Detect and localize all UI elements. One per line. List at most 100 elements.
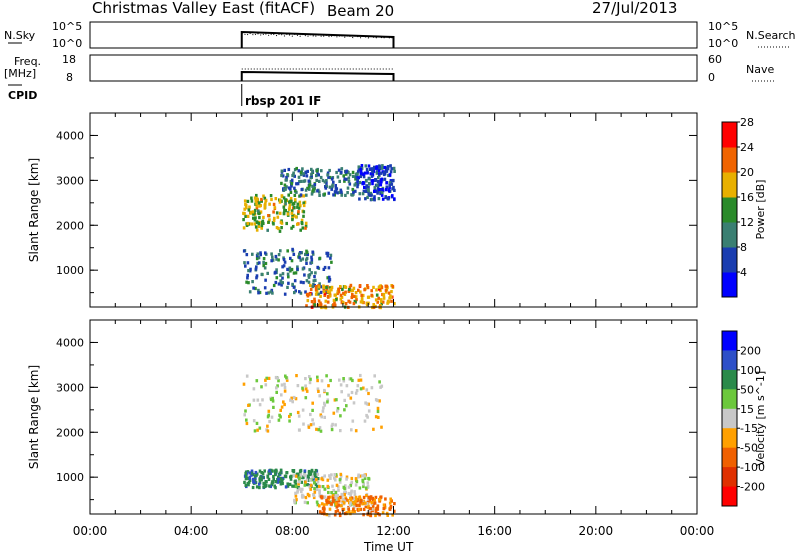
- echo-cell: [295, 182, 298, 186]
- echo-cell: [393, 169, 396, 173]
- echo-cell: [351, 174, 355, 178]
- echo-cell: [326, 400, 329, 404]
- echo-cell: [316, 503, 320, 507]
- echo-cell: [273, 206, 277, 210]
- echo-cell: [306, 252, 309, 257]
- echo-cell: [280, 226, 283, 230]
- echo-cell: [381, 188, 384, 192]
- echo-cell: [328, 291, 332, 295]
- echo-cell: [260, 385, 263, 389]
- echo-cell: [336, 497, 339, 501]
- echo-cell: [334, 492, 338, 497]
- echo-cell: [347, 179, 351, 184]
- echo-cell: [393, 197, 396, 201]
- echo-cell: [342, 497, 345, 501]
- colorbar-swatch: [722, 447, 737, 468]
- echo-cell: [254, 199, 258, 203]
- echo-cell: [380, 302, 383, 306]
- echo-cell: [350, 428, 353, 432]
- ytick-label: 2000: [56, 219, 84, 232]
- echo-cell: [311, 477, 315, 481]
- echo-cell: [333, 300, 336, 305]
- echo-cell: [381, 300, 385, 304]
- echo-cell: [370, 293, 373, 297]
- echo-cell: [318, 504, 321, 508]
- echo-cell: [327, 266, 331, 270]
- echo-cell: [264, 261, 268, 266]
- echo-cell: [362, 495, 366, 499]
- echo-cell: [363, 474, 367, 478]
- echo-cell: [320, 495, 324, 499]
- xtick-label: 00:00: [73, 524, 108, 538]
- echo-cell: [276, 384, 279, 388]
- echo-cell: [313, 303, 316, 307]
- echo-cell: [296, 222, 299, 226]
- colorbar-swatch: [722, 172, 737, 198]
- colorbar-tick-label: 4: [740, 266, 747, 279]
- echo-cell: [328, 474, 331, 478]
- freq-unit-label: [MHz]: [4, 67, 37, 80]
- echo-cell: [300, 251, 303, 255]
- echo-cell: [323, 388, 326, 393]
- echo-cell: [369, 495, 373, 499]
- echo-cell: [341, 287, 344, 291]
- echo-cell: [298, 252, 301, 256]
- echo-cell: [318, 394, 321, 398]
- echo-cell: [261, 221, 264, 225]
- echo-cell: [352, 505, 356, 509]
- echo-cell: [308, 184, 311, 188]
- echo-cell: [364, 486, 368, 490]
- echo-cell: [253, 211, 256, 215]
- echo-cell: [309, 423, 313, 427]
- echo-cell: [358, 197, 361, 201]
- echo-cell: [387, 291, 391, 295]
- echo-cell: [358, 284, 362, 288]
- echo-cell: [351, 378, 354, 383]
- echo-cell: [286, 267, 289, 271]
- echo-cell: [373, 374, 376, 378]
- echo-cell: [363, 185, 366, 189]
- echo-cell: [381, 511, 385, 515]
- echo-cell: [325, 285, 328, 290]
- echo-cell: [377, 285, 381, 289]
- echo-cell: [292, 201, 296, 206]
- echo-cell: [304, 188, 308, 192]
- echo-cell: [332, 180, 335, 184]
- xtick-label: 16:00: [477, 524, 512, 538]
- echo-cell: [259, 204, 262, 208]
- echo-cell: [281, 481, 284, 486]
- echo-cell: [301, 167, 304, 171]
- echo-cell: [293, 291, 296, 295]
- echo-cell: [375, 183, 379, 187]
- echo-cell: [366, 286, 370, 290]
- echo-cell: [343, 408, 346, 412]
- echo-cell: [350, 480, 354, 484]
- echo-cell: [283, 208, 286, 212]
- echo-cell: [318, 484, 321, 489]
- echo-cell: [309, 377, 312, 381]
- echo-cell: [383, 177, 387, 181]
- echo-cell: [267, 477, 271, 481]
- echo-cell: [346, 191, 349, 195]
- freq-label: Freq.: [14, 55, 42, 68]
- echo-cell: [276, 215, 280, 219]
- echo-cell: [339, 297, 343, 301]
- echo-cell: [263, 469, 266, 473]
- echo-cell: [337, 497, 341, 501]
- echo-cell: [357, 497, 361, 502]
- echo-cell: [272, 222, 275, 226]
- echo-cell: [327, 384, 330, 388]
- echo-cell: [307, 280, 311, 284]
- echo-cell: [313, 471, 317, 475]
- echo-cell: [289, 398, 292, 402]
- echo-cell: [280, 480, 284, 484]
- echo-cell: [293, 480, 297, 484]
- echo-cell: [263, 482, 267, 486]
- echo-cell: [330, 424, 334, 428]
- echo-cell: [347, 289, 351, 293]
- echo-cell: [313, 490, 317, 494]
- echo-cell: [290, 211, 294, 215]
- echo-cell: [246, 273, 249, 277]
- echo-cell: [284, 178, 288, 182]
- echo-cell: [244, 483, 248, 487]
